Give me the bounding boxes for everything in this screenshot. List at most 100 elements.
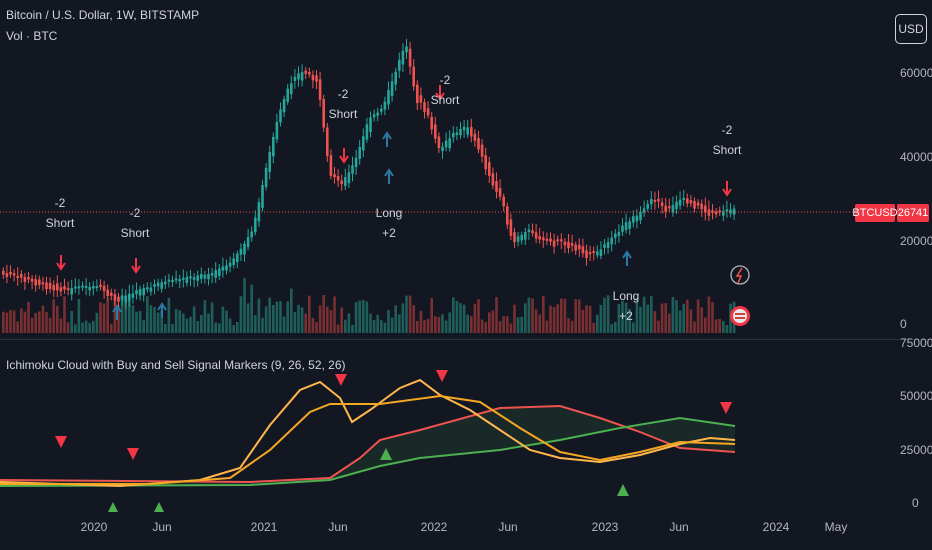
volume-bar (333, 296, 336, 333)
volume-bar (257, 298, 261, 333)
kijun-line (0, 394, 736, 485)
candle (84, 285, 88, 288)
candle (329, 155, 333, 176)
candle (12, 273, 16, 276)
signal-label-short-1: -2 Short (45, 196, 75, 230)
volume-bar (268, 297, 271, 333)
candle (383, 101, 387, 110)
volume-bar (617, 304, 621, 333)
volume-bar (322, 295, 325, 333)
sell-marker (436, 370, 448, 382)
symbol-price-tag[interactable]: BTCUSD (852, 204, 898, 222)
candle (682, 197, 685, 200)
candle (264, 167, 268, 187)
candle (77, 286, 81, 289)
candle (729, 209, 732, 214)
short-arrow (56, 262, 66, 271)
signal-label-long-2: Long +2 (612, 289, 640, 323)
candle (354, 157, 358, 168)
volume-bar (282, 316, 286, 333)
candle (599, 249, 603, 257)
volume-bar (380, 320, 383, 333)
indicator-chart[interactable] (0, 340, 890, 512)
volume-bar (426, 318, 430, 333)
candle (365, 124, 369, 140)
volume-bar (297, 304, 300, 333)
volume-bar (657, 320, 660, 333)
volume-bar (686, 299, 689, 333)
volume-bar (300, 307, 304, 333)
candle (491, 173, 495, 186)
candle (340, 180, 343, 185)
volume-bar (315, 322, 318, 333)
candle (200, 274, 203, 279)
long-arrow (384, 168, 394, 177)
candle (74, 286, 77, 289)
candle (498, 188, 502, 197)
time-axis-label: Jun (498, 520, 518, 534)
candle (387, 90, 390, 105)
symbol-title[interactable]: Bitcoin / U.S. Dollar, 1W, BITSTAMP (6, 8, 200, 22)
volume-bar (610, 324, 613, 333)
volume-bar (207, 313, 210, 333)
candle (628, 221, 631, 229)
volume-bar (81, 322, 84, 333)
candle (390, 81, 394, 96)
short-arrow (131, 265, 141, 274)
candle (56, 283, 59, 291)
volume-bar (336, 324, 340, 333)
volume-bar (95, 312, 99, 333)
volume-bar (570, 320, 574, 333)
candle (124, 295, 127, 303)
volume-bar (196, 321, 199, 333)
volume-bar (722, 321, 725, 333)
buy-marker (108, 502, 118, 512)
volume-bar (725, 324, 729, 333)
candle (164, 281, 167, 285)
candle (660, 202, 664, 207)
indicator-title[interactable]: Ichimoku Cloud with Buy and Sell Signal … (6, 358, 346, 372)
candle (282, 99, 286, 113)
volume-bar (102, 303, 106, 333)
candle (63, 286, 66, 290)
candle (664, 205, 667, 212)
candle (516, 236, 520, 242)
price-axis-label: 60000 (900, 66, 932, 80)
candle (430, 116, 433, 130)
volume-bar (369, 313, 372, 333)
volume-bar (92, 320, 95, 333)
volume-bar (20, 308, 23, 333)
volume-bar (344, 319, 347, 333)
volume-bar (63, 296, 66, 333)
candle (189, 276, 192, 279)
volume-bar (88, 323, 91, 333)
last-price-tag[interactable]: 26741 (897, 204, 929, 222)
pane-divider[interactable] (0, 339, 932, 340)
signal-label-short-4: -2 Short (430, 73, 460, 107)
candle (5, 273, 9, 278)
candle (120, 295, 124, 300)
volume-bar (700, 307, 703, 333)
candle (441, 146, 444, 152)
volume-bar (441, 314, 444, 333)
volume-bar (347, 313, 351, 333)
candle (596, 251, 599, 256)
volume-bar (606, 295, 610, 333)
volume-bar (192, 306, 196, 333)
indicator-axis-label: 0 (912, 496, 919, 510)
volume-bar (401, 303, 405, 333)
currency-button[interactable]: USD (895, 14, 927, 44)
price-chart[interactable] (0, 0, 890, 339)
candle (167, 279, 171, 282)
candle (480, 144, 484, 157)
volume-bar (660, 303, 664, 333)
volume-bar (27, 301, 30, 333)
volume-legend[interactable]: Vol · BTC (6, 29, 58, 43)
volume-bar (30, 317, 34, 333)
time-axis-label: 2021 (250, 520, 278, 534)
volume-bar (124, 301, 127, 333)
candle (110, 292, 113, 296)
candle (459, 128, 462, 136)
volume-bar (160, 310, 163, 333)
volume-bar (182, 313, 185, 333)
